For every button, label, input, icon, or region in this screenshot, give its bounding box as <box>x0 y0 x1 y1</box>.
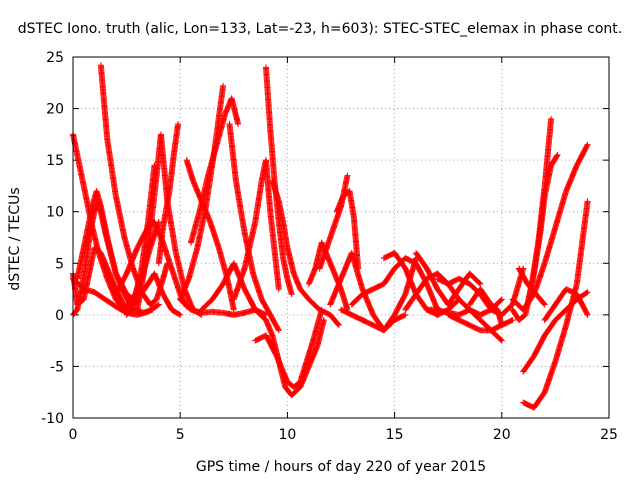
data-series <box>316 172 351 272</box>
data-series <box>402 270 505 318</box>
data-series <box>155 121 182 267</box>
x-axis-label: GPS time / hours of day 220 of year 2015 <box>196 459 486 475</box>
data-series <box>70 275 162 318</box>
y-tick-label: -10 <box>41 411 64 427</box>
y-tick-label: 0 <box>55 308 64 324</box>
x-tick-label: 15 <box>386 427 404 443</box>
data-point <box>175 121 182 128</box>
y-tick-label: 25 <box>46 50 64 66</box>
data-points <box>70 62 591 411</box>
data-series <box>97 62 171 308</box>
data-point <box>176 311 183 318</box>
data-point <box>177 311 184 318</box>
y-axis-label: dSTEC / TECUs <box>7 187 23 290</box>
y-tick-label: 10 <box>46 205 64 221</box>
x-tick-label: 20 <box>493 427 511 443</box>
chart-title: dSTEC Iono. truth (alic, Lon=133, Lat=-2… <box>18 21 622 37</box>
data-series <box>123 270 184 318</box>
x-tick-label: 25 <box>600 427 618 443</box>
data-point <box>154 302 161 309</box>
data-point <box>155 301 162 308</box>
y-tick-label: -5 <box>50 359 64 375</box>
x-tick-label: 0 <box>69 427 78 443</box>
y-tick-label: 20 <box>46 102 64 118</box>
y-tick-label: 15 <box>46 153 64 169</box>
y-tick-label: 5 <box>55 256 64 272</box>
x-tick-label: 5 <box>176 427 185 443</box>
x-tick-label: 10 <box>278 427 296 443</box>
